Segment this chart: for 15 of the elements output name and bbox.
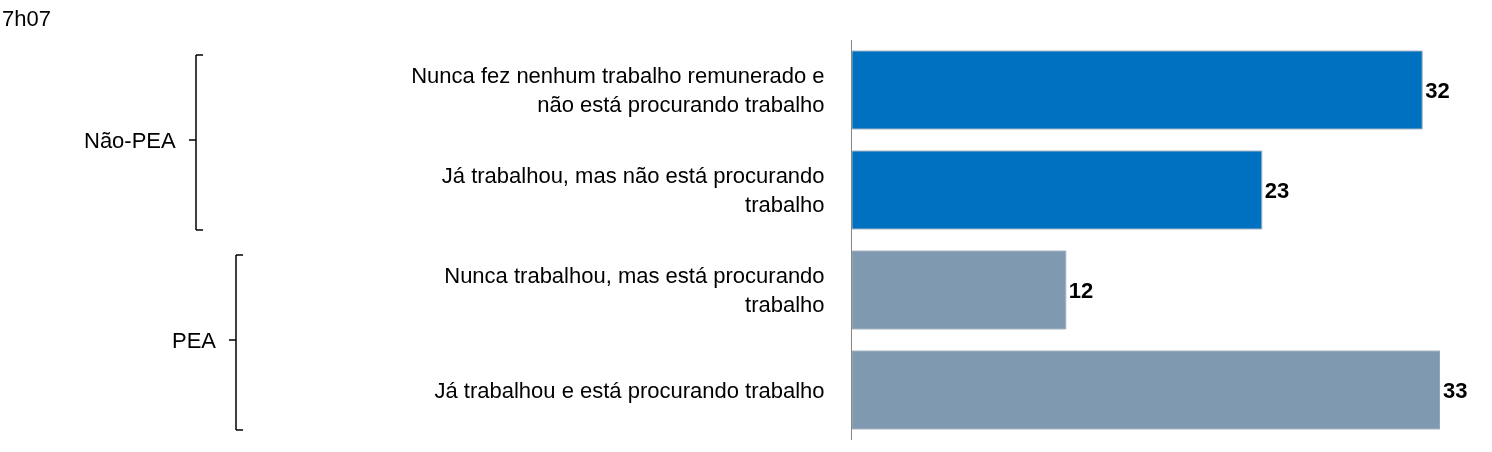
text: 7h07	[2, 6, 51, 31]
data-label: 32	[1425, 77, 1450, 103]
bar	[852, 350, 1440, 430]
data-label: 23	[1264, 177, 1290, 203]
data-label: 33	[1443, 377, 1468, 403]
y-tick-label: Nunca trabalhou, mas está procurando trabalho	[444, 263, 825, 317]
bar	[852, 150, 1263, 230]
data-label: 12	[1068, 277, 1094, 303]
text: Não-PEA	[84, 128, 177, 153]
bar	[852, 250, 1067, 330]
y-tick-label: Já trabalhou, mas não está procurando trabalho	[441, 163, 825, 217]
bar	[852, 50, 1423, 130]
y-tick-label: Já trabalhou e está procurando trabalho	[434, 377, 825, 403]
text: PEA	[172, 328, 217, 353]
y-tick-label: Nunca fez nenhum trabalho remunerado e não está procurando trabalho	[411, 63, 825, 117]
